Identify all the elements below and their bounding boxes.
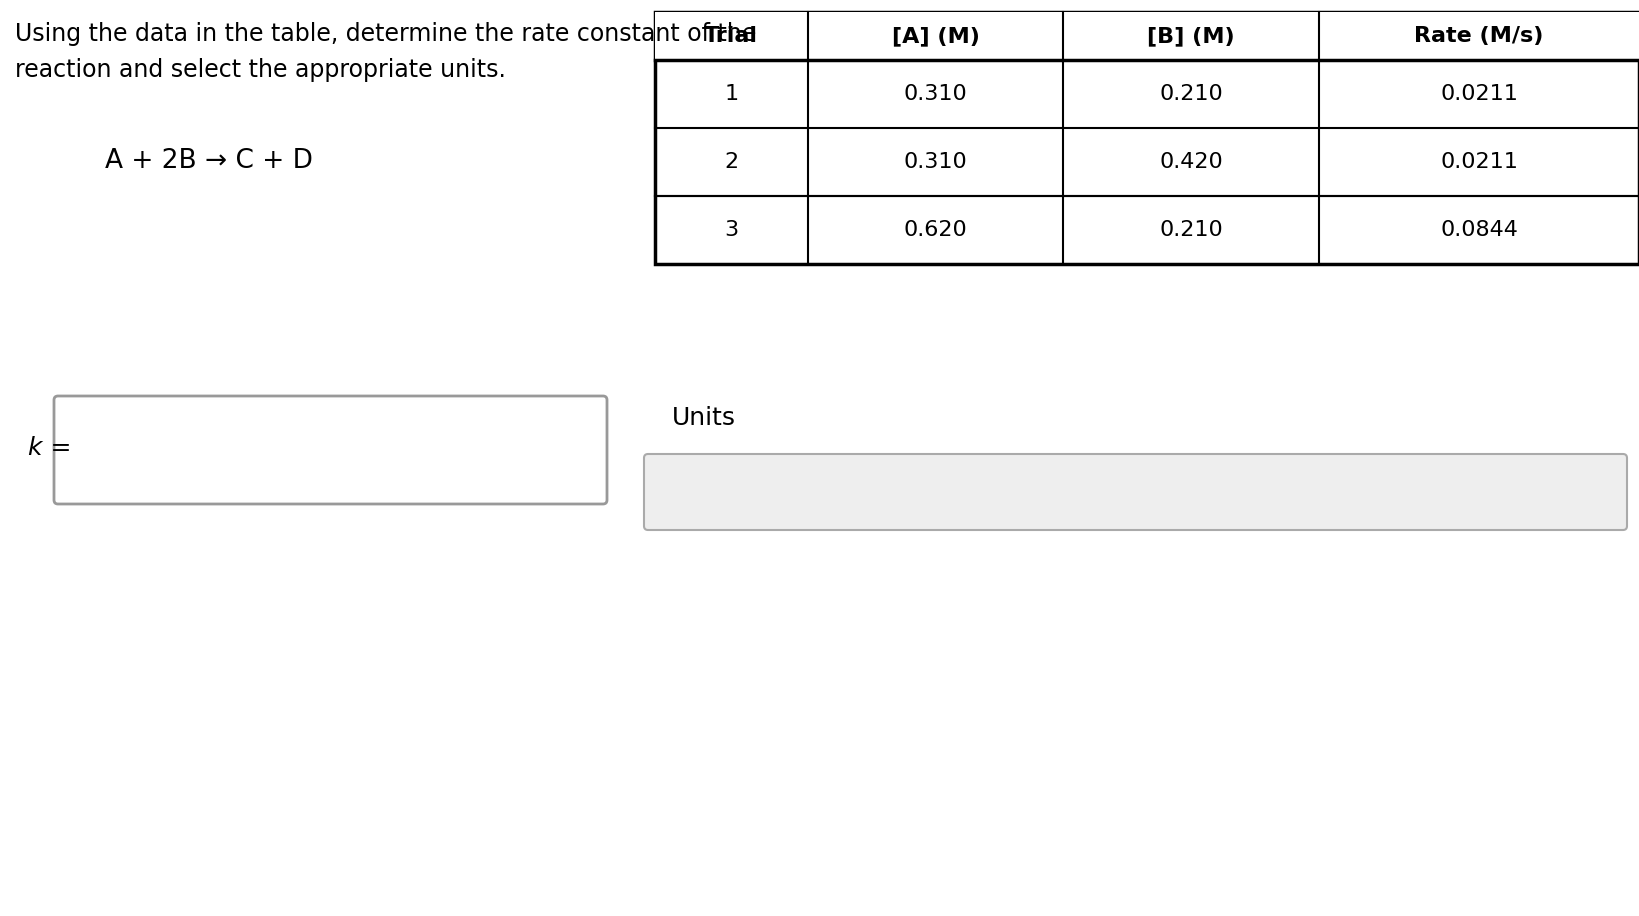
FancyBboxPatch shape: [54, 396, 606, 504]
Text: 1: 1: [724, 84, 738, 104]
Text: 0.0844: 0.0844: [1441, 220, 1518, 240]
Text: k =: k =: [28, 436, 72, 460]
Text: 0.310: 0.310: [903, 84, 967, 104]
Text: 0.0211: 0.0211: [1441, 152, 1518, 172]
Text: Units: Units: [672, 406, 736, 430]
Text: 3: 3: [724, 220, 738, 240]
Text: 0.210: 0.210: [1159, 220, 1223, 240]
Text: 0.310: 0.310: [903, 152, 967, 172]
Text: 2: 2: [724, 152, 738, 172]
Text: Trial: Trial: [705, 26, 759, 46]
Bar: [656, 12, 1639, 264]
Text: [A] (M): [A] (M): [892, 26, 980, 46]
Text: [B] (M): [B] (M): [1147, 26, 1236, 46]
Bar: [656, 12, 1639, 60]
Text: A + 2B → C + D: A + 2B → C + D: [105, 148, 313, 174]
Text: Rate (M/s): Rate (M/s): [1414, 26, 1544, 46]
FancyBboxPatch shape: [644, 454, 1628, 530]
Text: 0.0211: 0.0211: [1441, 84, 1518, 104]
Text: 0.210: 0.210: [1159, 84, 1223, 104]
Text: 0.620: 0.620: [903, 220, 967, 240]
Text: Using the data in the table, determine the rate constant of the: Using the data in the table, determine t…: [15, 22, 756, 46]
Text: reaction and select the appropriate units.: reaction and select the appropriate unit…: [15, 58, 506, 82]
Text: 0.420: 0.420: [1159, 152, 1223, 172]
